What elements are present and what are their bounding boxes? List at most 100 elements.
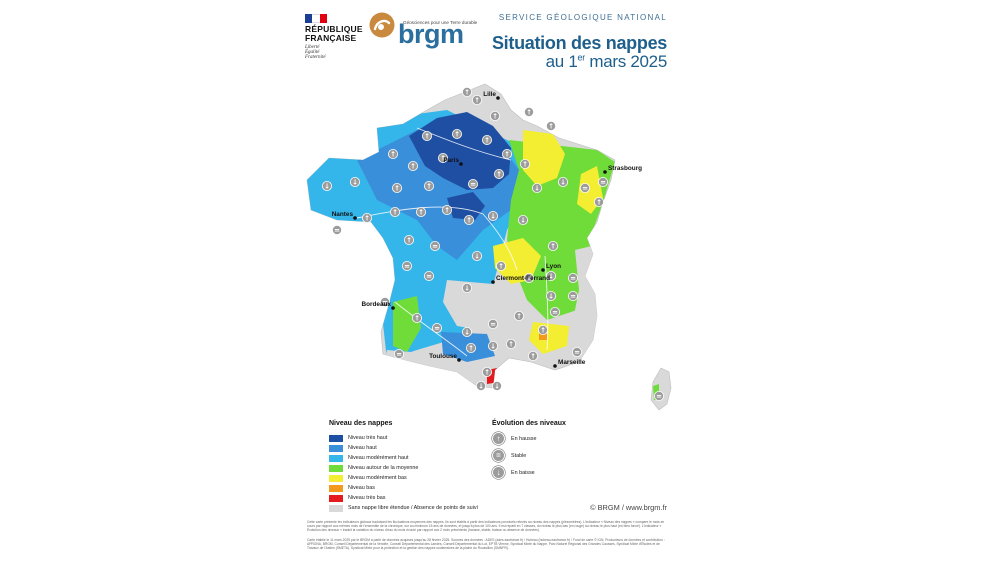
arrow-up-icon: ↑ xyxy=(408,161,419,172)
marker-disc xyxy=(392,183,403,194)
arrow-up-icon: ↑ xyxy=(593,197,604,208)
marker-glyph: = xyxy=(434,325,440,333)
map-date: au 1er mars 2025 xyxy=(546,52,668,72)
marker-glyph: ↓ xyxy=(520,217,526,225)
city-label: Nantes xyxy=(332,211,354,218)
republic-line-2: FRANÇAISE xyxy=(305,33,357,43)
marker-glyph: ↑ xyxy=(484,369,490,377)
arrow-up-icon: ↑ xyxy=(441,204,452,215)
marker-glyph: ↓ xyxy=(490,213,496,221)
marker-glyph: ↑ xyxy=(410,163,416,171)
marker-glyph: ↑ xyxy=(526,109,532,117)
marker-disc xyxy=(465,342,476,353)
arrow-down-icon: ↓ xyxy=(321,181,332,192)
marker-glyph: ↓ xyxy=(494,383,500,391)
legend-label: Niveau bas xyxy=(348,485,375,491)
groundwater-map: ↑↑↑ ↑↑↑ ↑↑↑↑↑↑↑↑↓↓ ↑ ↑ = ↓↓ =↑=↑↑ ↑ ↑↑ ↓ ↓↑=↑=↓↑= ↓ =… xyxy=(306,83,672,410)
marker-glyph: = xyxy=(574,349,580,357)
city-label: Paris xyxy=(443,157,459,164)
evolution-item-baisse: ↓ En baisse xyxy=(492,466,535,479)
marker-disc xyxy=(481,135,492,146)
marker-disc xyxy=(513,310,524,321)
arrow-up-icon: ↑ xyxy=(451,129,462,140)
equals-icon: = xyxy=(467,179,478,190)
marker-glyph: = xyxy=(334,227,340,235)
marker-disc xyxy=(653,390,664,401)
legend-item-bas: Niveau bas xyxy=(329,484,375,492)
brgm-wordmark: brgm xyxy=(398,19,464,49)
marker-disc xyxy=(429,240,440,251)
marker-disc xyxy=(467,179,478,190)
marker-disc xyxy=(412,312,423,323)
motto-line-3: Fraternité xyxy=(305,55,326,60)
equals-icon: = xyxy=(332,224,343,235)
arrow-down-icon: ↓ xyxy=(492,466,505,479)
river-garonne xyxy=(394,301,468,357)
equals-icon: = xyxy=(549,306,560,317)
arrow-down-icon: ↓ xyxy=(461,282,472,293)
marker-glyph: ↓ xyxy=(474,253,480,261)
arrow-up-icon: ↑ xyxy=(489,111,500,122)
fine-print-methodology: Cette carte présente les indicateurs glo… xyxy=(307,520,665,533)
arrow-up-icon: ↑ xyxy=(519,159,530,170)
marker-glyph: = xyxy=(600,179,606,187)
marker-glyph: ↓ xyxy=(324,183,330,191)
bulletin-sheet: RÉPUBLIQUE FRANÇAISE Liberté Égalité Fra… xyxy=(297,0,677,562)
arrow-up-icon: ↑ xyxy=(527,350,538,361)
marker-glyph: ↑ xyxy=(508,341,514,349)
city-dot xyxy=(457,358,461,362)
arrow-up-icon: ↑ xyxy=(493,169,504,180)
marker-disc xyxy=(579,183,590,194)
marker-glyph: ↑ xyxy=(406,237,412,245)
legend-item-tres-bas: Niveau très bas xyxy=(329,494,385,502)
arrow-down-icon: ↓ xyxy=(531,183,542,194)
arrow-up-icon: ↑ xyxy=(492,432,505,445)
french-flag-icon xyxy=(305,14,327,23)
marker-disc xyxy=(531,183,542,194)
legend-swatch xyxy=(329,484,343,492)
evolution-markers: ↑↑↑ ↑↑↑ ↑↑↑↑↑↑↑↑↓↓ ↑ ↑ = ↓↓ =↑=↑↑ ↑ ↑↑ ↓ ↓↑=↑=↓↑= ↓ =… xyxy=(321,86,664,401)
arrow-down-icon: ↓ xyxy=(475,380,486,391)
marker-disc xyxy=(408,161,419,172)
marker-glyph: ↑ xyxy=(392,209,398,217)
marker-glyph: ↑ xyxy=(474,97,480,105)
arrow-up-icon: ↑ xyxy=(416,206,427,217)
marker-glyph: ↓ xyxy=(534,185,540,193)
marker-disc xyxy=(471,94,482,105)
arrow-down-icon: ↓ xyxy=(487,340,498,351)
marker-disc xyxy=(471,250,482,261)
arrow-up-icon: ↑ xyxy=(362,212,373,223)
legend-swatch xyxy=(329,494,343,502)
marker-disc xyxy=(501,149,512,160)
marker-glyph: ↑ xyxy=(516,313,522,321)
city-dot xyxy=(496,96,500,100)
marker-disc xyxy=(362,212,373,223)
marker-disc xyxy=(505,338,516,349)
marker-glyph: = xyxy=(426,273,432,281)
city-label: Strasbourg xyxy=(608,165,642,172)
legend-swatch xyxy=(329,464,343,472)
marker-disc xyxy=(593,197,604,208)
marker-glyph: ↓ xyxy=(478,383,484,391)
legend-item-moyenne: Niveau autour de la moyenne xyxy=(329,464,418,472)
arrow-up-icon: ↑ xyxy=(495,260,506,271)
arrow-up-icon: ↑ xyxy=(501,149,512,160)
legend-item-absence: Sans nappe libre étendue / Absence de po… xyxy=(329,504,478,512)
evolution-item-hausse: ↑ En hausse xyxy=(492,432,536,445)
marker-disc xyxy=(537,324,548,335)
legend-swatch xyxy=(329,504,343,512)
marker-disc xyxy=(441,204,452,215)
date-suffix: mars 2025 xyxy=(584,52,667,71)
marker-glyph: ↓ xyxy=(560,179,566,187)
city-label: Toulouse xyxy=(429,353,457,360)
marker-disc xyxy=(545,270,556,281)
marker-glyph: = xyxy=(656,393,662,401)
evolution-label: Stable xyxy=(511,452,527,459)
marker-disc xyxy=(451,129,462,140)
arrow-down-icon: ↓ xyxy=(471,250,482,261)
zone-tres-haut-north xyxy=(409,112,511,190)
marker-disc xyxy=(390,206,401,217)
marker-disc xyxy=(487,318,498,329)
arrow-up-icon: ↑ xyxy=(481,366,492,377)
equals-icon: = xyxy=(492,449,505,462)
